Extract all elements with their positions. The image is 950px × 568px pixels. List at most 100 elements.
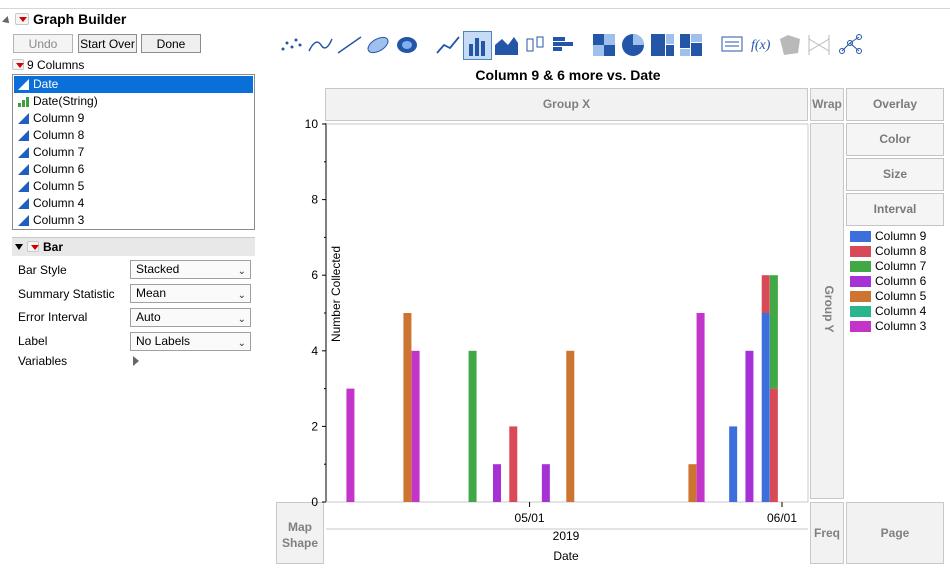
parallel-icon-glyph <box>808 35 830 55</box>
pie-icon[interactable] <box>619 31 648 60</box>
points-icon[interactable] <box>277 31 306 60</box>
group-x-zone[interactable]: Group X <box>325 88 808 121</box>
column-list-item[interactable]: Column 7 <box>14 144 253 161</box>
bar-column-8[interactable] <box>509 426 518 502</box>
column-list-item[interactable]: Column 6 <box>14 161 253 178</box>
summary-statistic-select[interactable]: Mean ⌄ <box>130 284 251 303</box>
column-list-item[interactable]: Column 3 <box>14 212 253 229</box>
formula-icon[interactable]: f(x) <box>747 31 776 60</box>
map-shapes-icon[interactable] <box>776 31 805 60</box>
line-of-fit-icon[interactable] <box>335 31 364 60</box>
map-shape-zone[interactable]: Map Shape <box>276 502 324 564</box>
start-over-button[interactable]: Start Over <box>78 34 137 53</box>
line-icon-glyph <box>436 36 460 54</box>
svg-text:f(x): f(x) <box>751 38 771 53</box>
network-icon[interactable] <box>836 31 865 60</box>
parallel-icon[interactable] <box>805 31 834 60</box>
bar-column-3[interactable] <box>346 388 355 502</box>
y-tick-label: 6 <box>311 268 318 282</box>
treemap-icon[interactable] <box>648 31 677 60</box>
summary-statistic-label: Summary Statistic <box>18 287 115 301</box>
column-list-item[interactable]: Column 5 <box>14 178 253 195</box>
bar-column-8[interactable] <box>761 275 770 313</box>
area-icon[interactable] <box>492 31 521 60</box>
nominal-icon <box>18 97 29 107</box>
points-icon-glyph <box>281 38 302 51</box>
bar-column-5[interactable] <box>566 350 575 502</box>
columns-header: 9 Columns <box>27 58 85 72</box>
overlay-zone[interactable]: Overlay <box>846 88 944 121</box>
column-list-item[interactable]: Date <box>14 76 253 93</box>
column-list-item-label: Column 6 <box>33 162 85 176</box>
error-interval-select[interactable]: Auto ⌄ <box>130 308 251 327</box>
y-tick-label: 2 <box>311 419 318 433</box>
continuous-icon <box>18 113 29 124</box>
histogram-icon[interactable] <box>550 31 579 60</box>
legend-label: Column 4 <box>875 304 927 318</box>
size-zone[interactable]: Size <box>846 158 944 191</box>
column-list-item[interactable]: Column 9 <box>14 110 253 127</box>
bar-column-5[interactable] <box>403 313 412 502</box>
y-tick-label: 0 <box>311 495 318 509</box>
bar-icon[interactable] <box>463 31 492 60</box>
bar-column-9[interactable] <box>729 426 738 502</box>
ellipse-icon-glyph <box>367 36 389 54</box>
bar-column-3[interactable] <box>411 350 420 502</box>
column-list-item[interactable]: Date(String) <box>14 93 253 110</box>
column-list-item-label: Date <box>33 77 59 91</box>
bar-column-9[interactable] <box>761 313 770 502</box>
label-value: No Labels <box>136 334 191 348</box>
x-axis-label: Date <box>553 549 579 563</box>
variables-expand-icon[interactable] <box>133 356 139 366</box>
contour-icon[interactable] <box>393 31 422 60</box>
ellipse-icon[interactable] <box>364 31 393 60</box>
red-triangle-menu-icon[interactable] <box>15 13 29 25</box>
done-button[interactable]: Done <box>141 34 201 53</box>
bar-style-label: Bar Style <box>18 263 67 277</box>
page-zone[interactable]: Page <box>846 502 944 564</box>
continuous-icon <box>18 147 29 158</box>
mosaic-icon[interactable] <box>677 31 706 60</box>
column-list-item[interactable]: Column 8 <box>14 127 253 144</box>
bar-column-8[interactable] <box>769 388 778 502</box>
error-interval-value: Auto <box>136 310 161 324</box>
contour-icon-glyph <box>397 37 417 53</box>
bar-column-6[interactable] <box>745 350 754 502</box>
line-icon[interactable] <box>434 31 463 60</box>
continuous-icon <box>18 130 29 141</box>
group-y-zone[interactable]: Group Y <box>810 123 844 499</box>
columns-list[interactable]: Date Date(String) Column 9 Column 8 Column 7… <box>12 74 255 230</box>
smoother-icon[interactable] <box>306 31 335 60</box>
bar-column-3[interactable] <box>696 313 705 502</box>
variables-label: Variables <box>18 354 68 368</box>
continuous-icon <box>18 164 29 175</box>
caption-box-icon[interactable] <box>718 31 747 60</box>
column-list-item-label: Column 7 <box>33 145 85 159</box>
wrap-zone[interactable]: Wrap <box>810 88 844 121</box>
bar-panel-disclosure-icon[interactable] <box>15 244 23 250</box>
bar-panel-header: Bar <box>12 237 255 256</box>
y-axis-ticks: 0 2 4 6 8 10 <box>305 117 326 509</box>
legend-label: Column 8 <box>875 244 927 258</box>
y-tick-label: 4 <box>311 344 318 358</box>
column-list-item-label: Column 9 <box>33 111 85 125</box>
heatmap-icon[interactable] <box>590 31 619 60</box>
bar-column-6[interactable] <box>541 464 550 502</box>
bar-series <box>346 275 778 502</box>
bar-column-6[interactable] <box>493 464 501 502</box>
column-list-item-label: Column 5 <box>33 179 85 193</box>
bar-menu-icon[interactable] <box>27 241 39 252</box>
freq-zone[interactable]: Freq <box>810 502 844 564</box>
color-zone[interactable]: Color <box>846 123 944 156</box>
bar-column-5[interactable] <box>688 464 697 502</box>
columns-menu-icon[interactable] <box>12 59 24 70</box>
box-plot-icon[interactable] <box>521 31 550 60</box>
column-list-item[interactable]: Column 4 <box>14 195 253 212</box>
label-select[interactable]: No Labels ⌄ <box>130 332 251 351</box>
interval-zone[interactable]: Interval <box>846 193 944 226</box>
bar-style-select[interactable]: Stacked ⌄ <box>130 260 251 279</box>
bar-column-7[interactable] <box>468 350 477 502</box>
undo-button[interactable]: Undo <box>13 34 73 53</box>
bar-column-7[interactable] <box>769 275 778 389</box>
y-tick-label: 8 <box>311 193 318 207</box>
